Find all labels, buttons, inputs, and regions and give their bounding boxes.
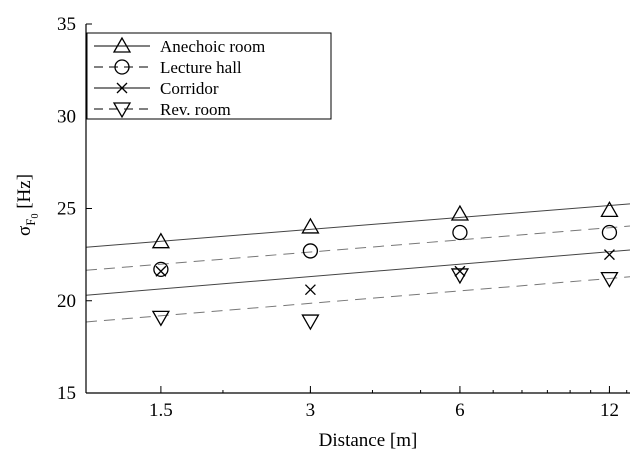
data-point-0-3 (600, 201, 619, 217)
y-tick-label: 15 (57, 383, 76, 404)
legend-marker-0 (112, 36, 132, 53)
x-tick-label: 3 (306, 400, 316, 421)
fit-line-2 (85, 249, 630, 296)
data-point-0-0 (151, 232, 171, 249)
y-tick-label: 30 (57, 106, 76, 127)
legend-marker-2 (116, 82, 128, 94)
data-point-0-1 (301, 217, 320, 234)
y-tick-label: 20 (57, 291, 76, 312)
legend: Anechoic room Lecture hall Corridor Rev. ro… (86, 32, 332, 120)
data-point-3-0 (151, 310, 171, 327)
data-point-3-2 (450, 268, 470, 285)
data-point-2-3 (603, 249, 615, 261)
x-tick-label: 12 (600, 400, 619, 421)
data-point-1-2 (452, 224, 468, 241)
legend-label-1: Lecture hall (160, 58, 242, 77)
data-point-2-1 (304, 284, 316, 296)
fit-line-3 (85, 276, 630, 323)
data-point-2-2 (454, 265, 466, 277)
data-point-3-3 (600, 271, 619, 288)
data-point-2-0 (155, 265, 167, 277)
x-axis-title: Distance [m] (319, 430, 418, 450)
legend-label-2: Corridor (160, 79, 219, 98)
legend-marker-3 (112, 102, 132, 119)
legend-marker-1 (114, 59, 130, 75)
data-point-1-3 (601, 224, 618, 241)
legend-label-0: Anechoic room (160, 37, 265, 56)
y-axis-title: σF0 [Hz] (14, 174, 41, 236)
data-point-1-0 (153, 261, 169, 278)
x-tick-label: 1.5 (149, 400, 173, 421)
data-point-1-1 (302, 243, 319, 259)
data-point-3-1 (301, 314, 320, 331)
legend-label-3: Rev. room (160, 100, 231, 119)
x-tick-label: 6 (455, 400, 465, 421)
y-tick-label: 35 (57, 14, 76, 35)
fit-line-1 (85, 225, 630, 271)
y-tick-label: 25 (57, 199, 76, 220)
fit-line-0 (85, 203, 630, 248)
data-point-0-2 (450, 204, 470, 221)
